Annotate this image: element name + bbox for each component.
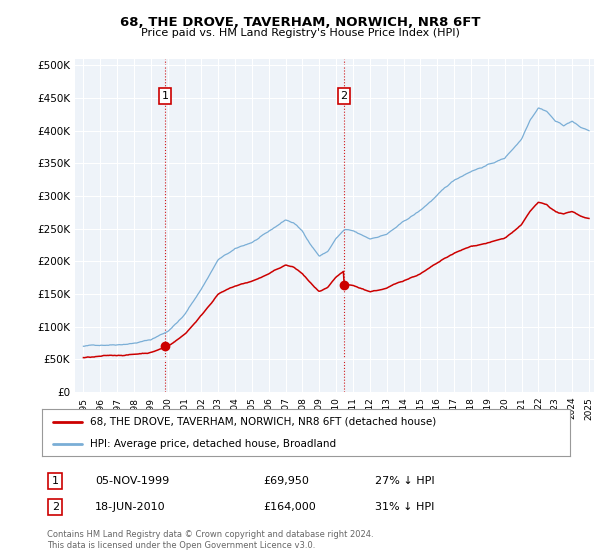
Text: £69,950: £69,950 bbox=[264, 476, 310, 486]
Text: 1: 1 bbox=[52, 476, 59, 486]
Text: HPI: Average price, detached house, Broadland: HPI: Average price, detached house, Broa… bbox=[89, 438, 335, 449]
Text: 2: 2 bbox=[340, 91, 347, 101]
Text: 1: 1 bbox=[161, 91, 169, 101]
Text: 18-JUN-2010: 18-JUN-2010 bbox=[95, 502, 166, 512]
Text: 68, THE DROVE, TAVERHAM, NORWICH, NR8 6FT: 68, THE DROVE, TAVERHAM, NORWICH, NR8 6F… bbox=[120, 16, 480, 29]
Text: £164,000: £164,000 bbox=[264, 502, 317, 512]
Text: 2: 2 bbox=[52, 502, 59, 512]
Text: 31% ↓ HPI: 31% ↓ HPI bbox=[374, 502, 434, 512]
Text: 05-NOV-1999: 05-NOV-1999 bbox=[95, 476, 169, 486]
Text: Contains HM Land Registry data © Crown copyright and database right 2024.
This d: Contains HM Land Registry data © Crown c… bbox=[47, 530, 374, 550]
Text: Price paid vs. HM Land Registry's House Price Index (HPI): Price paid vs. HM Land Registry's House … bbox=[140, 28, 460, 38]
Text: 27% ↓ HPI: 27% ↓ HPI bbox=[374, 476, 434, 486]
Text: 68, THE DROVE, TAVERHAM, NORWICH, NR8 6FT (detached house): 68, THE DROVE, TAVERHAM, NORWICH, NR8 6F… bbox=[89, 417, 436, 427]
